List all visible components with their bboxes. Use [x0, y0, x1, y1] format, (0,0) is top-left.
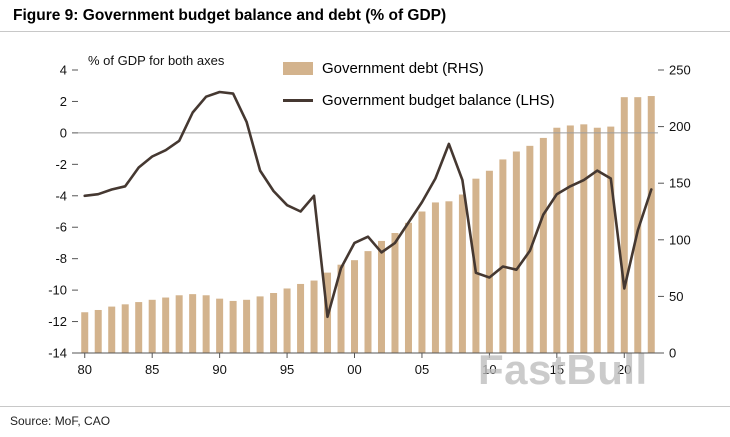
debt-bar — [539, 137, 547, 353]
debt-bar — [337, 264, 345, 353]
debt-swatch — [283, 62, 313, 75]
title-divider — [0, 31, 730, 32]
debt-bar — [377, 240, 385, 353]
debt-bar — [297, 283, 305, 353]
left-axis-tick-label: -4 — [55, 188, 67, 203]
debt-bar — [108, 306, 116, 353]
debt-bar — [580, 124, 588, 353]
figure-title: Figure 9: Government budget balance and … — [13, 7, 447, 24]
left-axis-tick-label: 2 — [60, 94, 67, 109]
debt-bar — [607, 126, 615, 353]
left-axis-tick-label: -14 — [48, 346, 67, 361]
right-axis-tick-label: 150 — [669, 176, 691, 191]
legend-label-debt: Government debt (RHS) — [322, 60, 484, 77]
debt-bar — [647, 96, 655, 353]
x-axis-tick-label: 05 — [415, 362, 429, 377]
debt-bar — [135, 302, 143, 353]
x-axis-tick-label: 10 — [482, 362, 496, 377]
left-axis-tick-label: -12 — [48, 314, 67, 329]
debt-bar — [189, 294, 197, 353]
debt-bar — [256, 296, 264, 353]
x-axis-tick-label: 20 — [617, 362, 631, 377]
left-axis-tick-label: -6 — [55, 220, 67, 235]
debt-bars — [81, 96, 655, 353]
left-axis-tick-label: -2 — [55, 157, 67, 172]
debt-bar — [364, 251, 372, 353]
debt-bar — [458, 194, 466, 353]
debt-bar — [175, 295, 183, 353]
legend-item-balance: Government budget balance (LHS) — [283, 92, 555, 109]
debt-bar — [404, 222, 412, 353]
debt-bar — [499, 159, 507, 353]
debt-bar — [391, 233, 399, 353]
debt-bar — [229, 300, 237, 353]
left-axis-tick-label: -8 — [55, 251, 67, 266]
debt-bar — [418, 211, 426, 353]
budget-balance-line — [83, 90, 653, 319]
debt-bar — [121, 304, 129, 353]
debt-bar — [243, 299, 251, 353]
debt-bar — [310, 280, 318, 353]
bottom-divider — [0, 406, 730, 407]
x-axis-tick-label: 95 — [280, 362, 294, 377]
debt-bar — [202, 295, 210, 353]
debt-bar — [485, 170, 493, 353]
debt-bar — [216, 298, 224, 353]
x-axis-tick-label: 80 — [78, 362, 92, 377]
debt-bar — [351, 260, 359, 353]
legend-item-debt: Government debt (RHS) — [283, 60, 555, 77]
right-axis-tick-label: 250 — [669, 63, 691, 78]
debt-bar — [94, 309, 102, 353]
x-axis-tick-label: 00 — [347, 362, 361, 377]
left-axis-tick-label: -10 — [48, 283, 67, 298]
x-axis-tick-label: 15 — [550, 362, 564, 377]
legend: Government debt (RHS) Government budget … — [283, 60, 555, 109]
debt-bar — [620, 97, 628, 353]
debt-bar — [283, 288, 291, 353]
debt-bar — [445, 201, 453, 353]
debt-bar — [431, 202, 439, 353]
right-axis-tick-label: 200 — [669, 119, 691, 134]
axes — [72, 69, 664, 358]
right-axis-tick-label: 50 — [669, 289, 683, 304]
debt-bar — [593, 127, 601, 353]
right-axis-tick-label: 0 — [669, 346, 676, 361]
axes-note: % of GDP for both axes — [88, 53, 225, 68]
x-axis-tick-label: 90 — [212, 362, 226, 377]
debt-bar — [553, 127, 561, 353]
debt-bar — [270, 293, 278, 353]
debt-bar — [566, 125, 574, 353]
debt-bar — [81, 312, 89, 353]
right-axis-tick-label: 100 — [669, 232, 691, 247]
debt-bar — [512, 151, 520, 353]
debt-bar — [148, 299, 156, 353]
source-note: Source: MoF, CAO — [10, 414, 111, 428]
left-axis-tick-label: 0 — [60, 125, 67, 140]
x-axis-tick-label: 85 — [145, 362, 159, 377]
debt-bar — [634, 97, 642, 353]
debt-bar — [162, 297, 170, 353]
balance-swatch — [283, 99, 313, 102]
left-axis-tick-label: 4 — [60, 63, 67, 78]
legend-label-balance: Government budget balance (LHS) — [322, 92, 555, 109]
